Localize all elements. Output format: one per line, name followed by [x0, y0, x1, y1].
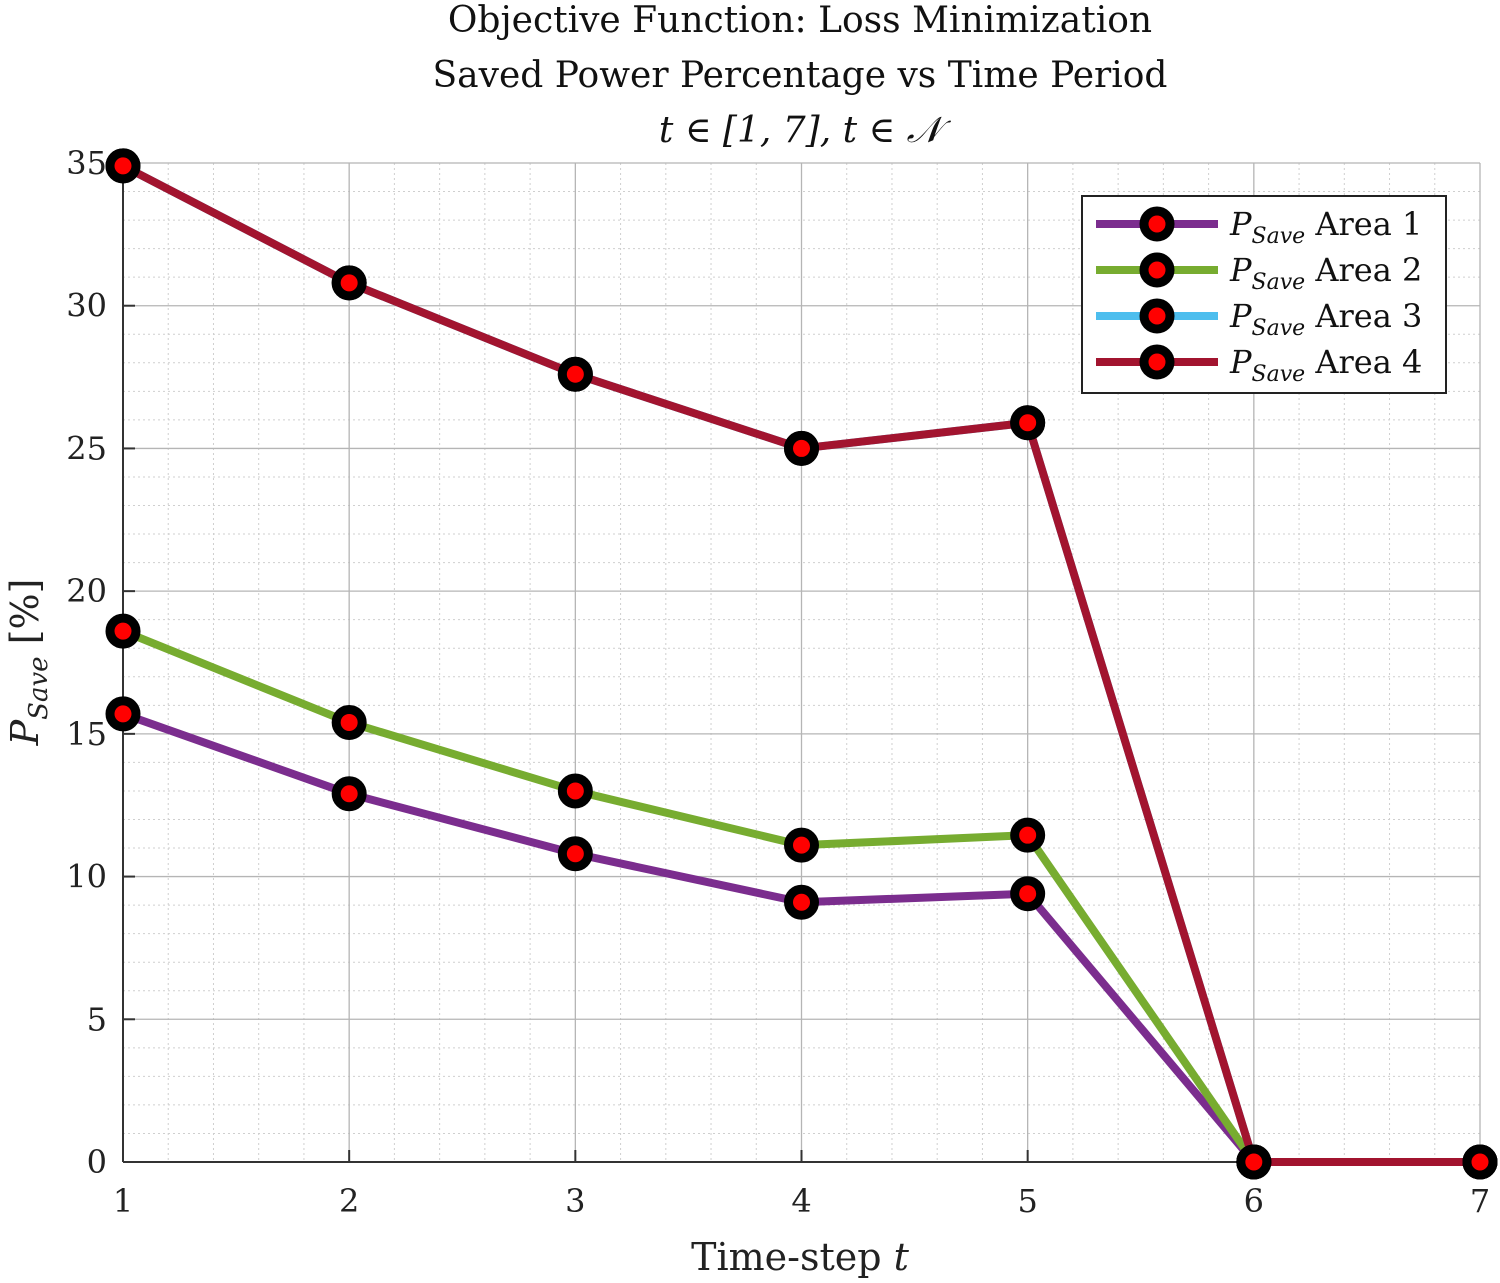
legend-marker: [1139, 206, 1175, 242]
title-line-1: Objective Function: Loss Minimization: [448, 0, 1152, 41]
legend-entry-area-4[interactable]: PSave Area 4: [1096, 343, 1422, 387]
data-point-area-2: [105, 613, 141, 649]
data-point-area-4: [105, 148, 141, 184]
x-tick-label: 7: [1470, 1182, 1490, 1220]
legend-marker: [1139, 298, 1175, 334]
data-point-area-4: [1010, 405, 1046, 441]
data-point-area-1: [1010, 876, 1046, 912]
legend-entry-area-1[interactable]: PSave Area 1: [1096, 205, 1422, 249]
y-tick-label: 20: [66, 572, 107, 610]
data-point-area-4: [557, 356, 593, 392]
data-point-area-4: [784, 430, 819, 466]
legend-entry-area-2[interactable]: PSave Area 2: [1096, 251, 1422, 295]
data-point-area-4: [1236, 1144, 1272, 1180]
legend-label: PSave Area 4: [1229, 343, 1422, 387]
data-point-area-2: [784, 827, 819, 863]
y-tick-label: 0: [87, 1143, 107, 1181]
y-tick-label: 5: [87, 1000, 107, 1038]
x-tick-label: 6: [1244, 1182, 1264, 1220]
y-tick-label: 30: [66, 287, 107, 325]
tick-labels: 1 2 3 4 5 6 7 0 5 10 15 20 25 30 35: [66, 144, 1490, 1220]
y-axis-label: PSave [%]: [3, 579, 54, 747]
y-tick-label: 10: [66, 858, 107, 896]
title-line-2: Saved Power Percentage vs Time Period: [433, 55, 1168, 96]
data-markers: [105, 148, 1498, 1180]
x-tick-label: 2: [339, 1182, 359, 1220]
y-tick-label: 35: [66, 144, 107, 182]
data-point-area-1: [105, 696, 141, 732]
title-line-3: t ∈ [1, 7], t ∈ 𝒩: [659, 110, 952, 151]
data-point-area-2: [1010, 817, 1046, 853]
data-point-area-1: [331, 776, 367, 812]
chart-title: Objective Function: Loss Minimization Sav…: [433, 0, 1168, 151]
x-tick-label: 4: [791, 1182, 811, 1220]
y-tick-label: 15: [66, 715, 107, 753]
legend-marker: [1139, 252, 1175, 288]
axis-labels: Time-step t PSave [%]: [3, 579, 910, 1279]
x-tick-label: 5: [1017, 1182, 1037, 1220]
legend-marker: [1139, 344, 1175, 380]
legend-label: PSave Area 3: [1229, 297, 1422, 341]
data-point-area-1: [784, 884, 819, 920]
data-point-area-1: [557, 836, 593, 872]
data-point-area-4: [1462, 1144, 1498, 1180]
legend-entry-area-3[interactable]: PSave Area 3: [1096, 297, 1422, 341]
x-axis-label: Time-step t: [691, 1235, 910, 1279]
data-point-area-2: [331, 704, 367, 740]
data-point-area-2: [557, 773, 593, 809]
legend-label: PSave Area 2: [1229, 251, 1422, 295]
y-tick-label: 25: [66, 429, 107, 467]
data-point-area-4: [331, 265, 367, 301]
legend-label: PSave Area 1: [1229, 205, 1422, 249]
x-tick-label: 1: [113, 1182, 133, 1220]
x-tick-label: 3: [565, 1182, 585, 1220]
